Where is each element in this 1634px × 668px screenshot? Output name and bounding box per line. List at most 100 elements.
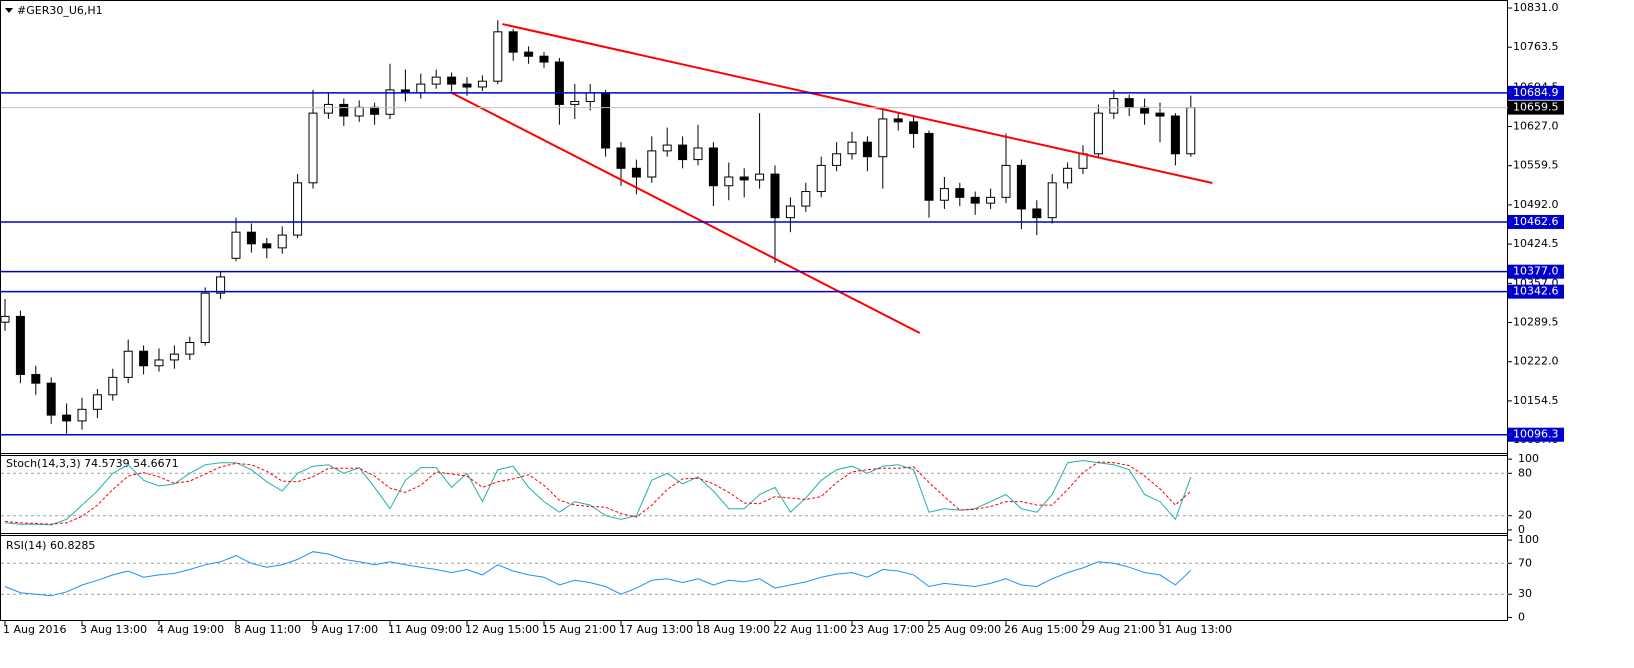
y-tick-label: 10627.0 [1513, 119, 1559, 132]
candle-body [1078, 153, 1088, 169]
candle-body [323, 103, 333, 114]
x-tick-label: 4 Aug 19:00 [157, 623, 224, 636]
candle-body [739, 176, 749, 181]
candle-body [277, 234, 287, 249]
candle-body [416, 83, 426, 94]
candle-body [924, 132, 934, 201]
frame [0, 0, 1508, 621]
candle-body [216, 276, 226, 294]
candle-body [770, 173, 780, 219]
x-tick-label: 9 Aug 17:00 [311, 623, 378, 636]
candle-body [693, 147, 703, 161]
y-tick-label: 10222.0 [1513, 355, 1559, 368]
x-tick-label: 22 Aug 11:00 [773, 623, 847, 636]
y-tick-label: 10289.5 [1513, 315, 1559, 328]
x-tick-label: 17 Aug 13:00 [619, 623, 693, 636]
candle-body [801, 191, 811, 207]
level-box [1508, 427, 1564, 442]
stoch-title: Stoch(14,3,3) 74.5739 54.6671 [6, 457, 179, 470]
candle-body [231, 231, 241, 259]
candle-body [1109, 98, 1119, 114]
y-tick-label: 10763.5 [1513, 40, 1559, 53]
candle-body [755, 173, 765, 181]
x-tick-label: 31 Aug 13:00 [1158, 623, 1232, 636]
level-box [1508, 85, 1564, 100]
candle-body [678, 144, 688, 161]
y-tick-label: 100 [1518, 533, 1539, 546]
candle-body [554, 61, 564, 105]
level-label: 10342.6 [1513, 285, 1559, 298]
candle-body [1124, 98, 1134, 108]
candle-body [847, 141, 857, 155]
y-tick-label: 0 [1518, 610, 1525, 623]
candle-body [524, 51, 534, 57]
candle-body [447, 76, 457, 85]
level-box [1508, 264, 1564, 279]
candle-body [354, 106, 364, 117]
y-tick-label: 10559.5 [1513, 159, 1559, 172]
candle-body [508, 31, 518, 53]
candle-body [308, 112, 318, 184]
candle-body [293, 182, 303, 236]
candle-body [370, 106, 380, 115]
candle-body [46, 382, 56, 416]
x-tick-label: 1 Aug 2016 [3, 623, 66, 636]
x-tick-label: 15 Aug 21:00 [542, 623, 616, 636]
x-tick-label: 12 Aug 15:00 [465, 623, 539, 636]
rsi-title: RSI(14) 60.8285 [6, 539, 95, 552]
level-label: 10462.6 [1513, 215, 1559, 228]
y-tick-label: 10424.5 [1513, 237, 1559, 250]
menu-arrow [5, 8, 13, 13]
y-tick-label: 30 [1518, 587, 1532, 600]
level-box [1508, 214, 1564, 229]
trendline [449, 91, 921, 334]
candle-body [185, 342, 195, 355]
x-tick-label: 11 Aug 09:00 [388, 623, 462, 636]
candle-body [1063, 167, 1073, 184]
candle-body [601, 92, 611, 149]
x-tick-label: 3 Aug 13:00 [80, 623, 147, 636]
x-tick-label: 25 Aug 09:00 [927, 623, 1001, 636]
level-box [1508, 284, 1564, 299]
y-tick-label: 100 [1518, 452, 1539, 465]
x-tick-label: 26 Aug 15:00 [1004, 623, 1078, 636]
candle-body [493, 31, 503, 82]
current-price-box [1508, 100, 1564, 115]
candle-body [1140, 106, 1150, 114]
candle-body [862, 141, 872, 158]
candle-body [585, 92, 595, 103]
candle-body [1016, 164, 1026, 210]
candle-body [1001, 164, 1011, 198]
candle-body [539, 55, 549, 63]
candle-body [123, 350, 133, 378]
candle-body [477, 80, 487, 88]
candle-body [662, 144, 672, 152]
candle-body [339, 103, 349, 117]
x-tick-label: 18 Aug 19:00 [696, 623, 770, 636]
candle-body [31, 373, 41, 384]
candle-body [1093, 112, 1103, 155]
candle-body [616, 147, 626, 169]
candle-body [462, 83, 472, 88]
candle-body [92, 394, 102, 410]
candle-body [878, 118, 888, 158]
indicator-line [4, 461, 1192, 525]
y-tick-label: 10831.0 [1513, 1, 1559, 14]
candle-body [909, 121, 919, 134]
candle-body [200, 292, 210, 344]
x-tick-label: 8 Aug 11:00 [234, 623, 301, 636]
candle-body [246, 231, 256, 245]
candle-body [431, 76, 441, 85]
candle-body [62, 414, 72, 422]
candle-body [15, 315, 25, 375]
candle-body [139, 350, 149, 367]
candle-body [1155, 112, 1165, 117]
level-label: 10684.9 [1513, 86, 1559, 99]
trendline [502, 23, 1213, 184]
candle-body [832, 153, 842, 166]
candle-body [0, 315, 10, 323]
candle-body [893, 118, 903, 123]
level-label: 10377.0 [1513, 265, 1559, 278]
candle-body [1170, 115, 1180, 155]
